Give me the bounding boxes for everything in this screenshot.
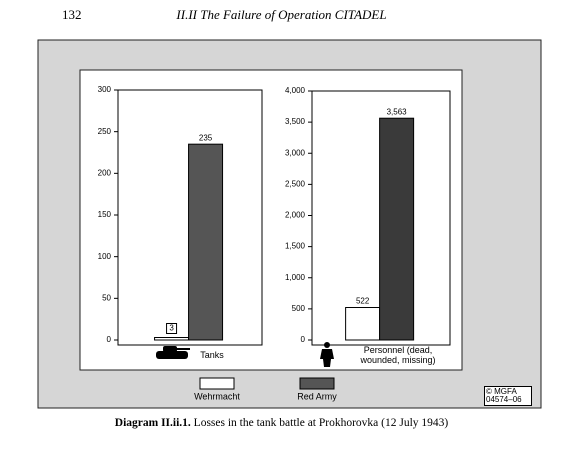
y-tick-label: 150 [98,210,112,219]
caption-text: Losses in the tank battle at Prokhorovka… [193,417,449,429]
y-tick-label: 250 [98,127,112,136]
y-tick-label: 100 [98,252,112,261]
legend-swatch [299,377,335,390]
y-tick-label: 2,000 [285,211,306,220]
y-tick-label: 3,500 [285,117,306,126]
value-label: 3 [169,324,174,333]
y-tick-label: 1,000 [285,273,306,282]
y-tick-label: 3,000 [285,148,306,157]
y-tick-label: 0 [107,335,112,344]
y-tick-label: 4,000 [285,86,306,95]
y-tick-label: 50 [102,293,111,302]
bar [345,307,381,341]
category-label: Personnel (dead, wounded, missing) [360,345,436,365]
y-tick-label: 500 [292,304,306,313]
y-tick-label: 2,500 [285,179,306,188]
caption: Diagram II.ii.1. Losses in the tank batt… [0,417,563,429]
legend-swatch [199,377,235,390]
bar [379,117,415,341]
y-tick-label: 200 [98,168,112,177]
copyright: © MGFA 04574–06 [484,386,532,406]
tank-icon [156,346,190,359]
value-label: 235 [199,133,213,142]
bar [188,143,224,341]
plot-frame [311,90,451,346]
y-tick-label: 1,500 [285,242,306,251]
figure: 0 50 100 150 200 250 300 3 235 0 500 1,000 1,500 2,00… [37,39,542,409]
value-label: 3,563 [387,107,408,116]
plot-frame [117,89,263,346]
value-label: 522 [356,297,370,306]
category-label: Tanks [200,350,224,360]
caption-label: Diagram II.ii.1. [114,417,191,429]
page-number: 132 [62,7,82,22]
bar [154,337,190,341]
value-label-box [166,323,178,334]
legend-label: Red Army [297,391,337,401]
y-tick-label: 0 [301,335,306,344]
legend-label: Wehrmacht [194,391,240,401]
running-head: II.II The Failure of Operation CITADEL [176,7,387,22]
y-tick-label: 300 [98,85,112,94]
